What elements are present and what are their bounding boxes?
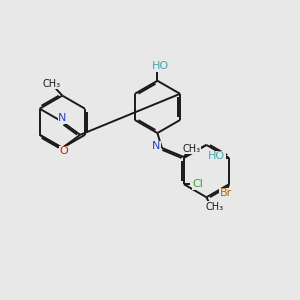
Text: N: N [58,113,67,123]
Text: CH₃: CH₃ [205,202,223,212]
Text: CH₃: CH₃ [182,143,201,154]
Text: HO: HO [152,61,169,71]
Text: Br: Br [219,188,232,198]
Text: O: O [59,146,68,157]
Text: CH₃: CH₃ [43,79,61,89]
Text: H: H [181,143,188,153]
Text: N: N [152,141,161,152]
Text: HO: HO [208,151,225,161]
Text: Cl: Cl [192,179,203,189]
